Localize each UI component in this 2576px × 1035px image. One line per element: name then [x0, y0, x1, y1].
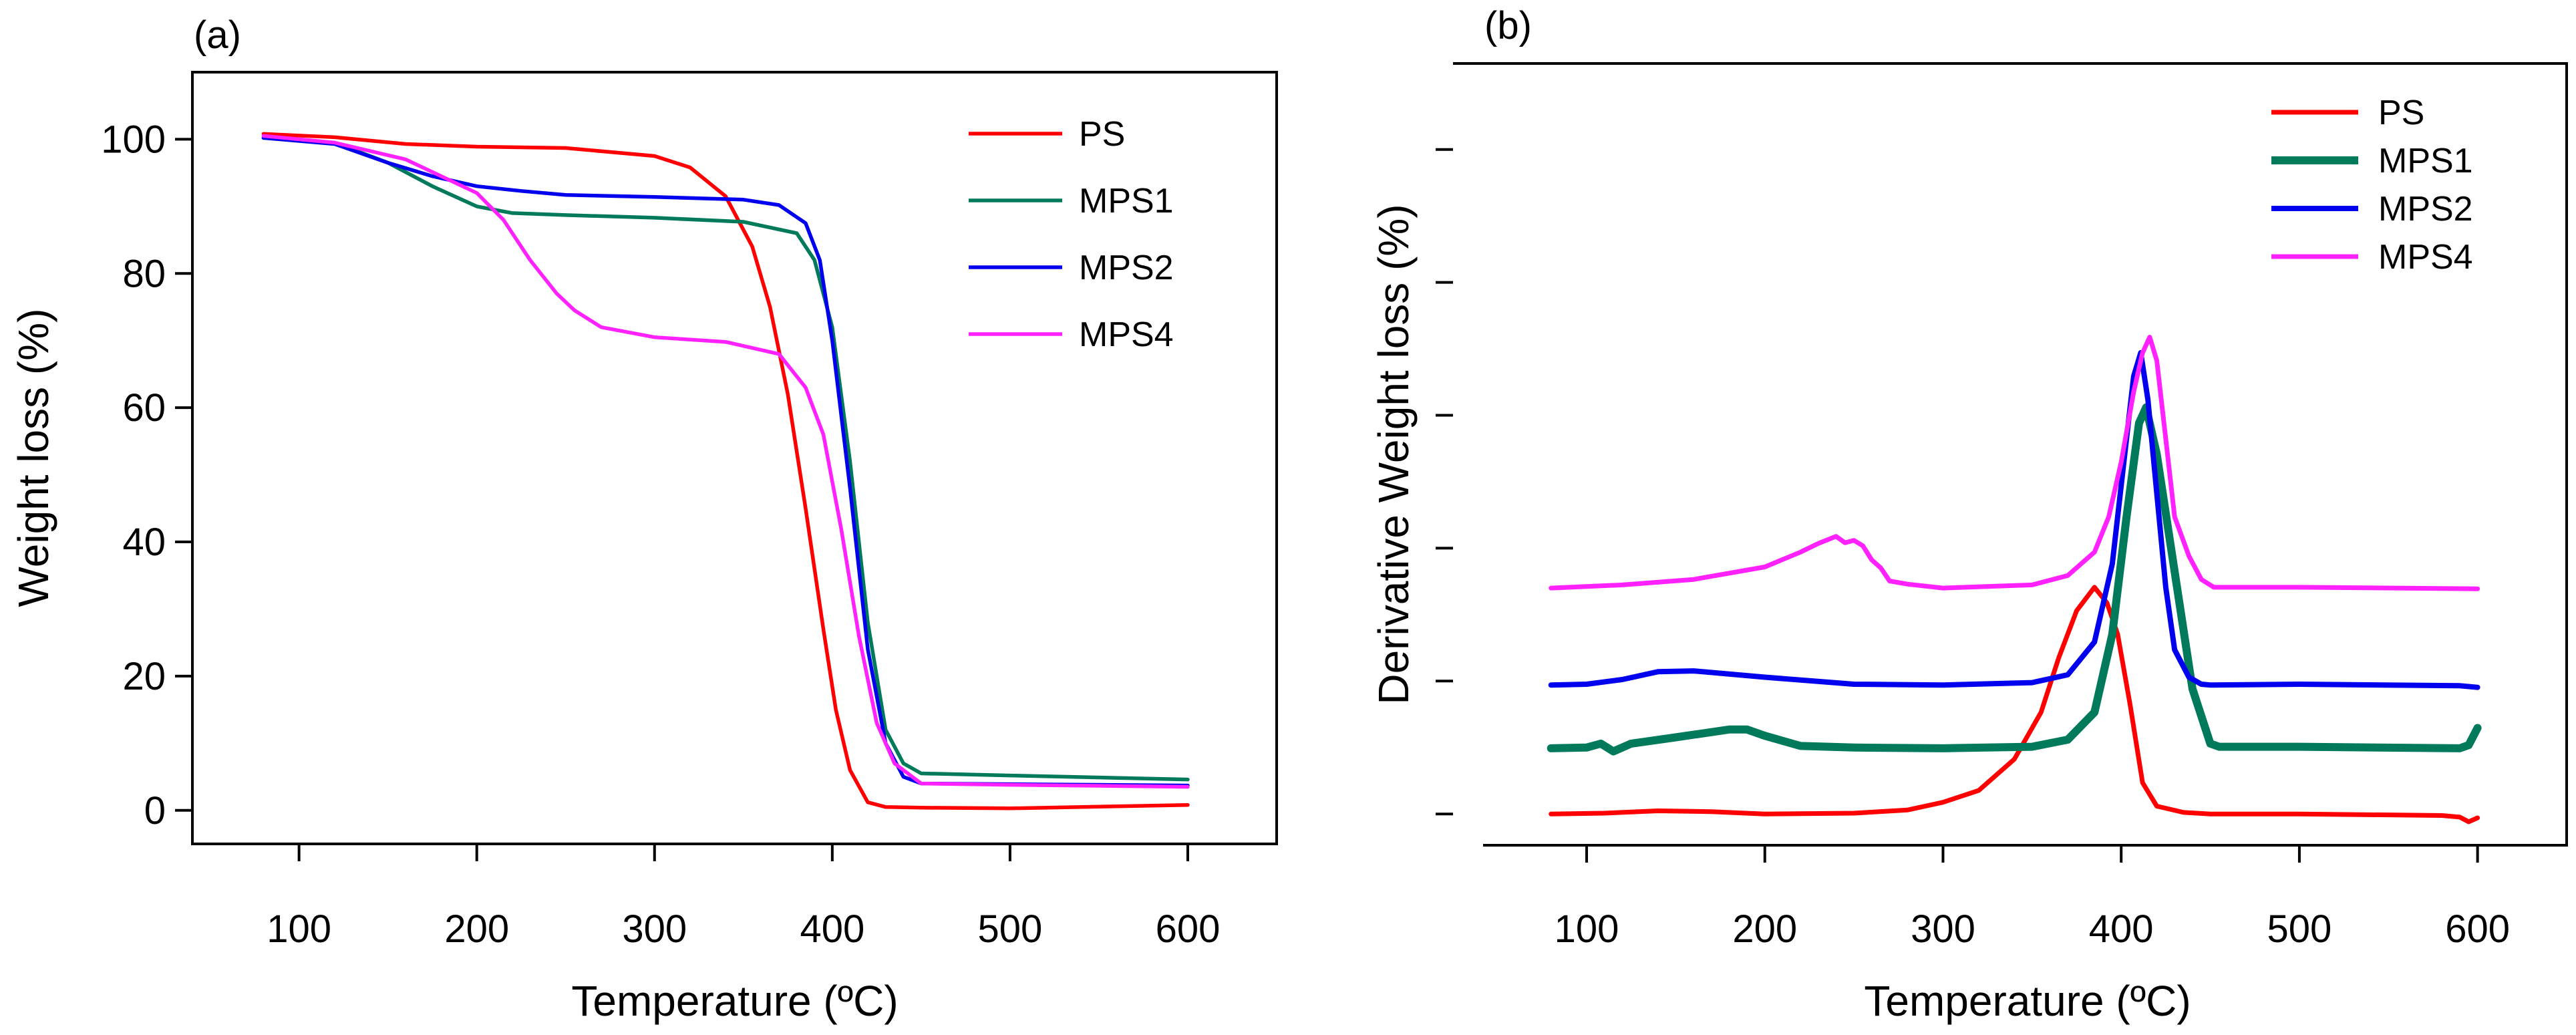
- series-line-ps: [261, 132, 1190, 810]
- panel-a-label: (a): [194, 13, 241, 57]
- x-tick-label: 600: [2445, 907, 2510, 951]
- series-line-mps2: [1548, 349, 2480, 690]
- series-line-mps4: [1549, 335, 2480, 591]
- x-tick-label: 400: [2089, 907, 2154, 951]
- y-tick-label: 100: [101, 118, 166, 161]
- x-tick-label: 100: [1555, 907, 1619, 951]
- x-tick-label: 500: [2267, 907, 2332, 951]
- x-tick-label: 300: [1911, 907, 1975, 951]
- x-tick-label: 500: [978, 907, 1043, 951]
- panel-a-weight-loss: (a) 100 200 300 400 500 600 0 20 40 60 80 100 PS MPS…: [9, 13, 1278, 1025]
- panel-a-plot-frame: [191, 71, 1278, 845]
- y-tick-label: 60: [122, 386, 166, 430]
- y-tick-label: 80: [122, 252, 166, 295]
- series-line-mps1: [261, 136, 1190, 782]
- panel-b-label: (b): [1484, 4, 1532, 47]
- panel-b-y-axis-title: Derivative Weight loss (%): [1370, 204, 1418, 704]
- y-tick-label: 40: [122, 521, 166, 564]
- x-tick-label: 200: [1732, 907, 1797, 951]
- series-line-ps: [1549, 585, 2480, 825]
- panel-b-plot-frame: [1453, 62, 2568, 847]
- x-tick-label: 400: [800, 907, 864, 951]
- panel-a-y-axis-title: Weight loss (%): [9, 309, 57, 607]
- legend-label-ps: PS: [2378, 94, 2424, 132]
- series-line-mps1: [1547, 403, 2482, 756]
- panel-b-derivative-weight-loss: (b) 100 200 300 400 500 600 PS MPS1 MPS2 MPS4 Te…: [1370, 4, 2568, 1025]
- legend-label-mps4: MPS4: [2378, 238, 2473, 277]
- series-line-mps2: [261, 136, 1190, 788]
- x-tick-label: 200: [444, 907, 509, 951]
- series-line-mps4: [261, 134, 1190, 789]
- legend-label-mps2: MPS2: [2378, 190, 2473, 229]
- y-tick-label: 20: [122, 655, 166, 698]
- panel-b-x-axis-title: Temperature (ºC): [1864, 977, 2191, 1025]
- legend-label-mps1: MPS1: [1079, 182, 1174, 220]
- legend-label-mps1: MPS1: [2378, 142, 2473, 180]
- y-tick-label: 0: [144, 789, 166, 833]
- x-tick-label: 300: [622, 907, 687, 951]
- x-tick-label: 600: [1156, 907, 1221, 951]
- panel-a-x-axis-title: Temperature (ºC): [571, 977, 898, 1025]
- legend-label-mps4: MPS4: [1079, 315, 1174, 354]
- x-tick-label: 100: [267, 907, 331, 951]
- legend-label-ps: PS: [1079, 115, 1125, 154]
- legend-label-mps2: MPS2: [1079, 249, 1174, 287]
